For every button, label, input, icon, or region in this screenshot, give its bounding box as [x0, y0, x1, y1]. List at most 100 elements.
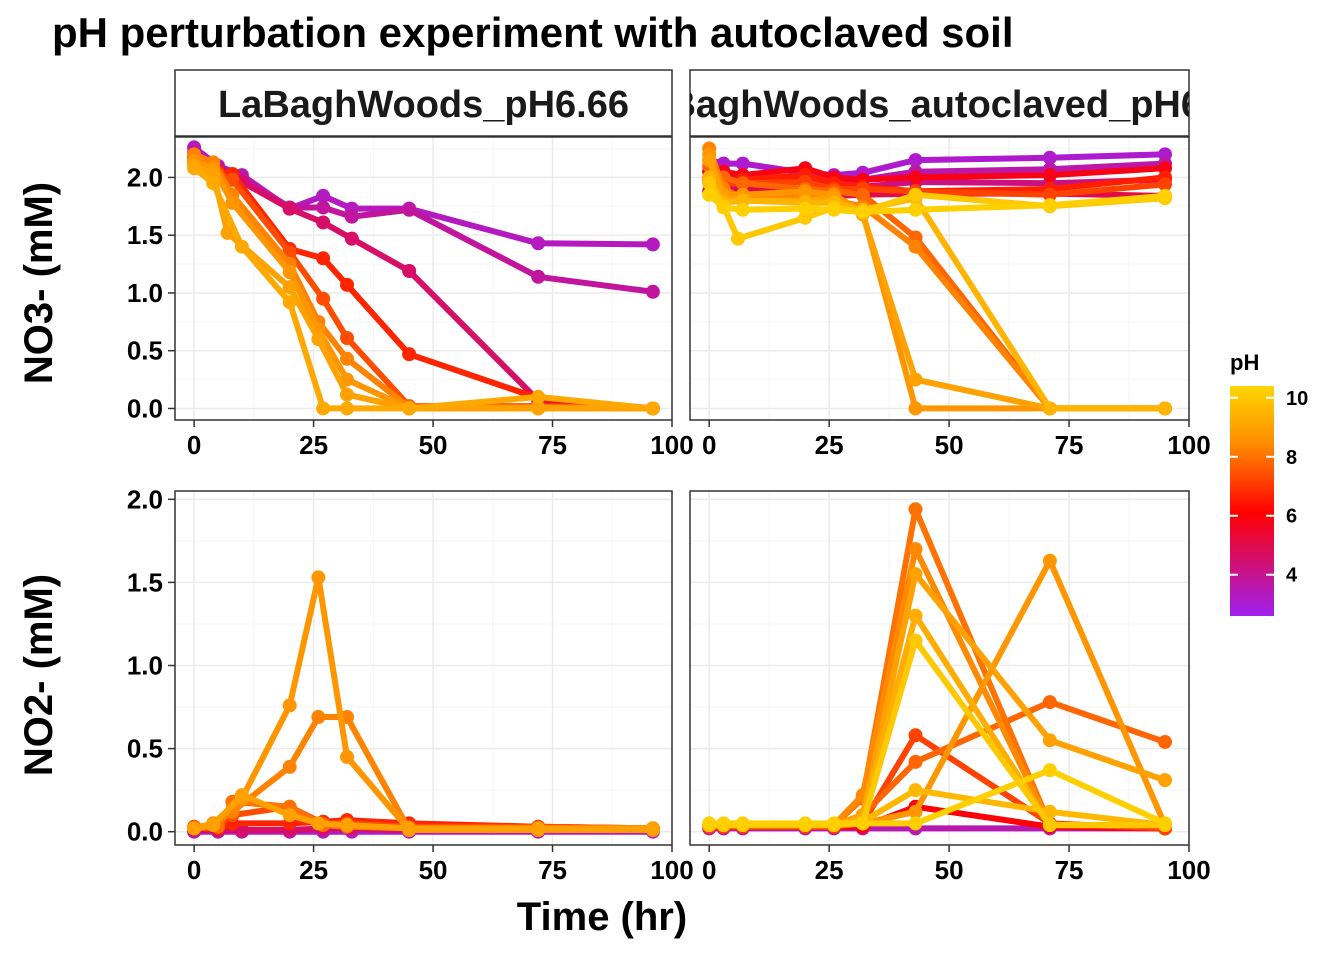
- data-point: [909, 783, 923, 797]
- data-point: [316, 401, 330, 415]
- data-point: [909, 728, 923, 742]
- x-tick-label: 25: [815, 855, 844, 885]
- data-point: [909, 755, 923, 769]
- facet-strip-label: LaBaghWoods_pH6.66: [218, 84, 629, 126]
- data-point: [316, 200, 330, 214]
- data-point: [311, 710, 325, 724]
- data-point: [206, 818, 220, 832]
- legend-colorbar: [1230, 386, 1274, 616]
- data-point: [316, 292, 330, 306]
- data-point: [909, 203, 923, 217]
- data-point: [717, 200, 731, 214]
- data-point: [283, 760, 297, 774]
- facet-panel: 0 25 50 75 100: [690, 137, 1211, 460]
- data-point: [283, 808, 297, 822]
- data-point: [731, 232, 745, 246]
- data-point: [340, 818, 354, 832]
- data-point: [187, 821, 201, 835]
- y-tick-label: 1.0: [127, 651, 163, 681]
- x-tick-label: 100: [650, 855, 693, 885]
- data-point: [736, 816, 750, 830]
- data-point: [1043, 763, 1057, 777]
- data-point: [283, 202, 297, 216]
- data-point: [646, 237, 660, 251]
- data-point: [1043, 401, 1057, 415]
- legend-tick-label: 4: [1286, 565, 1298, 587]
- x-tick-label: 75: [1055, 430, 1084, 460]
- x-tick-label: 25: [299, 430, 328, 460]
- data-point: [531, 390, 545, 404]
- data-point: [311, 570, 325, 584]
- data-point: [531, 236, 545, 250]
- data-point: [736, 203, 750, 217]
- data-point: [531, 270, 545, 284]
- data-point: [345, 210, 359, 224]
- data-point: [1158, 189, 1172, 203]
- data-point: [856, 816, 870, 830]
- y-tick-label: 1.5: [127, 567, 163, 597]
- data-point: [316, 251, 330, 265]
- data-point: [646, 821, 660, 835]
- data-point: [702, 188, 716, 202]
- y-tick-label: 0.0: [127, 817, 163, 847]
- data-point: [909, 567, 923, 581]
- x-tick-label: 100: [650, 430, 693, 460]
- data-point: [235, 240, 249, 254]
- data-point: [283, 265, 297, 279]
- data-point: [827, 816, 841, 830]
- data-point: [909, 542, 923, 556]
- data-point: [1158, 401, 1172, 415]
- y-tick-label: 0.0: [127, 393, 163, 423]
- data-point: [206, 176, 220, 190]
- facet-strip-label: LaBaghWoods_autoclaved_pH6.66: [624, 84, 1255, 126]
- data-point: [531, 821, 545, 835]
- y-axis-title-no2: NO2- (mM): [17, 574, 61, 776]
- data-point: [340, 388, 354, 402]
- x-tick-label: 100: [1167, 430, 1210, 460]
- data-point: [283, 698, 297, 712]
- data-point: [340, 331, 354, 345]
- x-tick-label: 25: [815, 430, 844, 460]
- y-tick-label: 1.5: [127, 220, 163, 250]
- panel-background: [175, 491, 672, 845]
- data-point: [402, 401, 416, 415]
- x-tick-label: 50: [419, 430, 448, 460]
- data-point: [283, 295, 297, 309]
- data-point: [798, 202, 812, 216]
- data-point: [345, 232, 359, 246]
- y-tick-label: 0.5: [127, 734, 163, 764]
- data-point: [1043, 695, 1057, 709]
- color-legend: pH 4 6 8 10: [1230, 350, 1308, 616]
- data-point: [909, 816, 923, 830]
- data-point: [646, 285, 660, 299]
- x-tick-label: 100: [1167, 855, 1210, 885]
- data-point: [717, 816, 731, 830]
- data-point: [402, 203, 416, 217]
- data-point: [909, 373, 923, 387]
- x-tick-label: 25: [299, 855, 328, 885]
- legend-tick-label: 6: [1286, 506, 1297, 528]
- x-tick-label: 75: [1055, 855, 1084, 885]
- data-point: [340, 278, 354, 292]
- x-tick-label: 50: [419, 855, 448, 885]
- data-point: [1043, 554, 1057, 568]
- data-point: [187, 161, 201, 175]
- data-point: [798, 816, 812, 830]
- data-point: [909, 634, 923, 648]
- legend-tick-label: 10: [1286, 388, 1308, 410]
- x-tick-label: 0: [187, 430, 201, 460]
- y-tick-label: 0.5: [127, 336, 163, 366]
- y-tick-label: 2.0: [127, 484, 163, 514]
- data-point: [909, 170, 923, 184]
- data-point: [340, 401, 354, 415]
- data-point: [646, 401, 660, 415]
- data-point: [827, 203, 841, 217]
- data-point: [1043, 168, 1057, 182]
- data-point: [402, 264, 416, 278]
- legend-title: pH: [1230, 350, 1259, 375]
- data-point: [1158, 816, 1172, 830]
- panels-group: LaBaghWoods_pH6.66LaBaghWoods_autoclaved…: [127, 70, 1255, 885]
- x-tick-label: 0: [702, 430, 716, 460]
- data-point: [1158, 735, 1172, 749]
- data-point: [340, 352, 354, 366]
